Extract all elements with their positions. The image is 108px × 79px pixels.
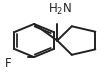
Text: H$_2$N: H$_2$N — [48, 1, 72, 17]
Text: F: F — [5, 58, 11, 70]
